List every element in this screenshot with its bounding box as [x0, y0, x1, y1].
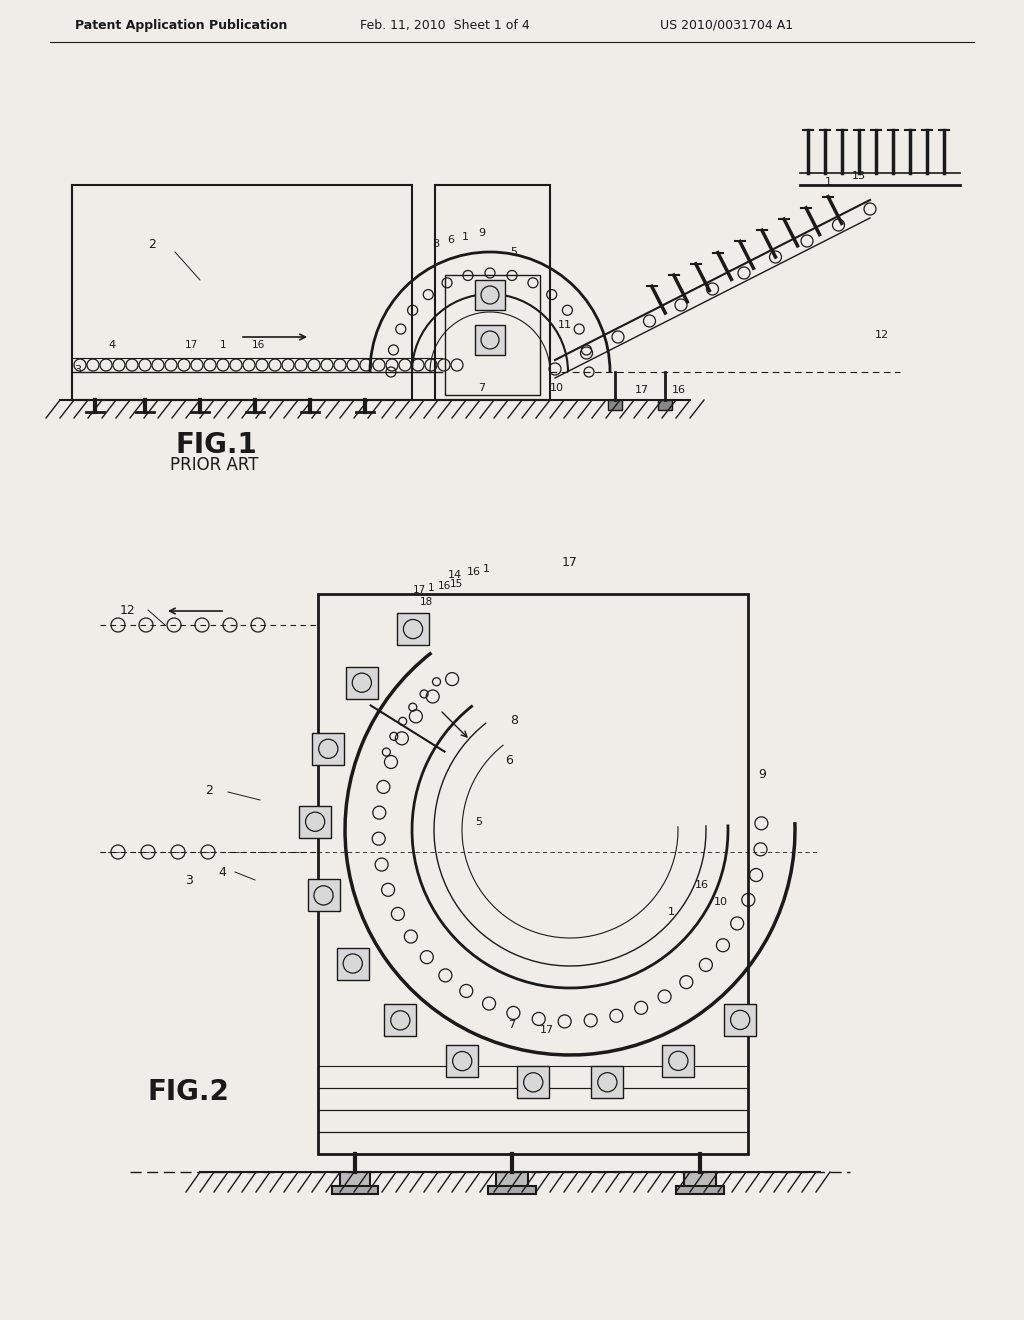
Text: 13: 13: [852, 172, 866, 181]
Text: 17: 17: [562, 557, 578, 569]
Text: 7: 7: [478, 383, 485, 393]
Text: 9: 9: [478, 228, 485, 238]
Text: 17: 17: [635, 385, 649, 395]
Text: 17: 17: [185, 341, 199, 350]
Bar: [446, 1045, 478, 1077]
Bar: [332, 1185, 378, 1195]
Text: 8: 8: [432, 239, 439, 249]
Bar: [608, 400, 622, 411]
Bar: [475, 325, 505, 355]
Bar: [340, 1172, 370, 1187]
Text: US 2010/0031704 A1: US 2010/0031704 A1: [660, 18, 794, 32]
Text: 9: 9: [758, 768, 766, 781]
Text: 1: 1: [483, 564, 490, 574]
Text: FIG.1: FIG.1: [175, 432, 257, 459]
Text: 18: 18: [420, 597, 433, 607]
Bar: [445, 275, 540, 395]
Text: Feb. 11, 2010  Sheet 1 of 4: Feb. 11, 2010 Sheet 1 of 4: [360, 18, 529, 32]
Bar: [318, 1133, 748, 1154]
Text: 14: 14: [449, 570, 462, 579]
Bar: [676, 1185, 724, 1195]
Bar: [592, 1067, 624, 1098]
Text: 1: 1: [428, 583, 434, 593]
Bar: [496, 1172, 528, 1187]
Text: 5: 5: [510, 247, 517, 257]
Bar: [318, 1067, 748, 1088]
Bar: [384, 1005, 417, 1036]
Text: 16: 16: [252, 341, 265, 350]
Text: 16: 16: [438, 581, 452, 591]
Bar: [318, 1110, 748, 1133]
Text: 12: 12: [120, 603, 136, 616]
Text: 8: 8: [510, 714, 518, 726]
Text: 16: 16: [672, 385, 686, 395]
Text: 15: 15: [450, 579, 463, 589]
Text: 4: 4: [108, 341, 115, 350]
Bar: [724, 1005, 756, 1036]
Text: 6: 6: [505, 754, 513, 767]
Bar: [312, 733, 344, 764]
Bar: [663, 1045, 694, 1077]
Text: 16: 16: [695, 880, 709, 890]
Text: 4: 4: [218, 866, 226, 879]
Text: FIG.2: FIG.2: [148, 1078, 229, 1106]
Text: 10: 10: [550, 383, 564, 393]
Text: 12: 12: [874, 330, 889, 341]
Bar: [72, 185, 412, 400]
Text: 3: 3: [74, 366, 81, 375]
Text: 7: 7: [508, 1020, 515, 1030]
Bar: [318, 1088, 748, 1110]
Bar: [346, 667, 378, 698]
Text: 3: 3: [185, 874, 193, 887]
Bar: [435, 185, 550, 400]
Bar: [475, 280, 505, 310]
Bar: [299, 805, 331, 838]
Text: 1: 1: [825, 177, 831, 187]
Bar: [517, 1067, 549, 1098]
Bar: [337, 948, 369, 979]
Text: 6: 6: [447, 235, 454, 246]
Text: 1: 1: [220, 341, 226, 350]
Text: 10: 10: [714, 898, 728, 907]
Text: 16: 16: [467, 568, 481, 577]
Text: 2: 2: [148, 239, 156, 252]
Text: 2: 2: [205, 784, 213, 796]
Bar: [318, 594, 748, 1154]
Text: 11: 11: [558, 319, 572, 330]
Bar: [307, 879, 340, 911]
Text: 1: 1: [462, 232, 469, 242]
Text: 17: 17: [413, 585, 426, 595]
Text: 17: 17: [540, 1026, 554, 1035]
Bar: [684, 1172, 716, 1187]
Text: 1: 1: [668, 907, 675, 917]
Bar: [488, 1185, 536, 1195]
Text: 5: 5: [475, 817, 482, 828]
Text: PRIOR ART: PRIOR ART: [170, 455, 258, 474]
Text: Patent Application Publication: Patent Application Publication: [75, 18, 288, 32]
Bar: [658, 400, 672, 411]
Bar: [397, 612, 429, 645]
